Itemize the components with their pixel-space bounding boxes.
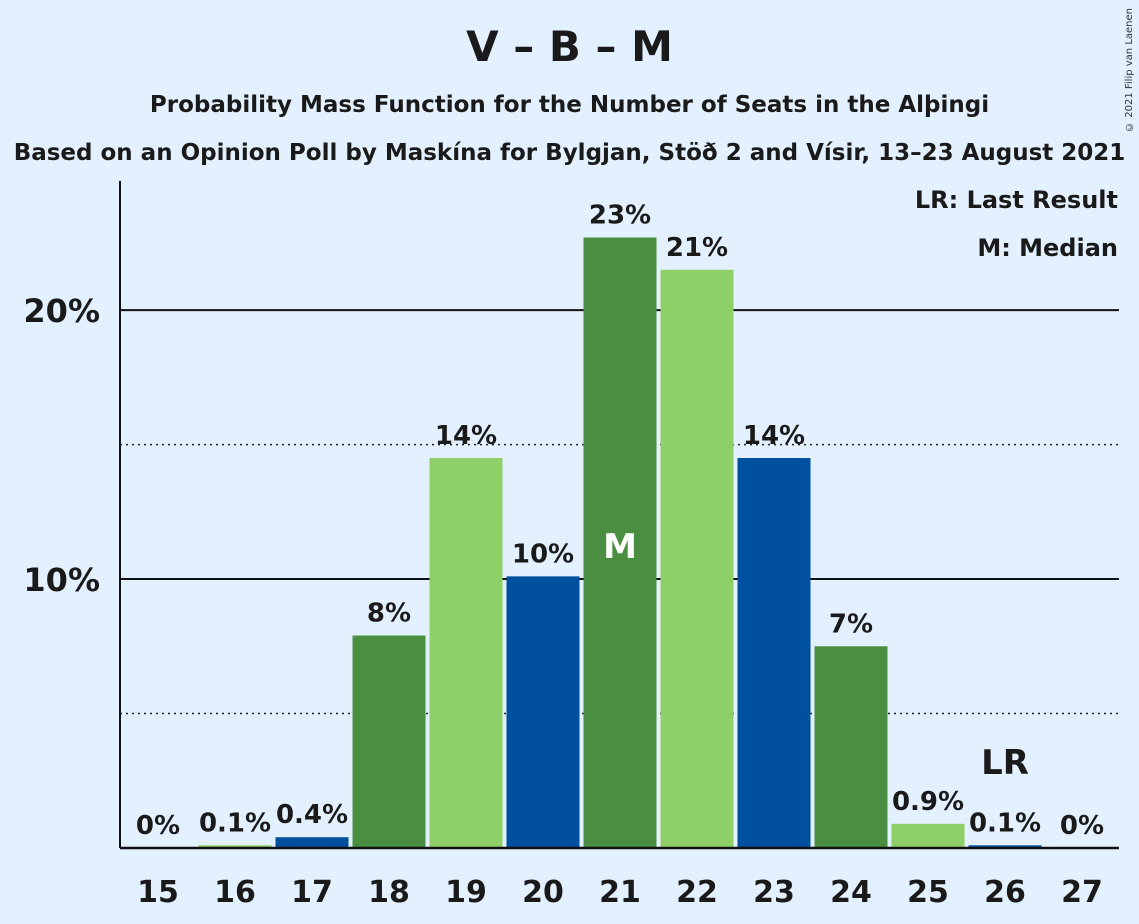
bar	[814, 646, 888, 848]
x-tick-label: 22	[676, 875, 718, 910]
x-tick-label: 24	[830, 875, 872, 910]
x-tick-label: 17	[291, 875, 333, 910]
x-tick-label: 19	[445, 875, 487, 910]
x-tick-label: 25	[907, 875, 949, 910]
data-label: 7%	[829, 609, 873, 639]
x-tick-label: 16	[214, 875, 256, 910]
bar	[583, 237, 657, 848]
data-label: 0.1%	[199, 808, 271, 838]
data-label: 23%	[589, 200, 651, 230]
bar	[660, 269, 734, 848]
data-label: 14%	[435, 421, 497, 451]
x-tick-label: 18	[368, 875, 410, 910]
data-label: 0%	[1060, 811, 1104, 841]
data-label: 21%	[666, 233, 728, 263]
bar	[737, 458, 811, 848]
x-tick-label: 26	[984, 875, 1026, 910]
bar	[891, 823, 965, 848]
bar	[429, 458, 503, 848]
data-label: 0%	[136, 811, 180, 841]
data-label: 10%	[512, 539, 574, 569]
data-label: 14%	[743, 421, 805, 451]
bar	[968, 845, 1042, 848]
last-result-marker: LR	[981, 743, 1029, 783]
x-tick-label: 21	[599, 875, 641, 910]
x-tick-label: 15	[137, 875, 179, 910]
legend-median: M: Median	[977, 234, 1118, 262]
chart-title: V – B – M	[466, 22, 673, 71]
x-tick-label: 23	[753, 875, 795, 910]
bar	[506, 576, 580, 848]
x-tick-label: 20	[522, 875, 564, 910]
bar	[352, 635, 426, 848]
chart-source: Based on an Opinion Poll by Maskína for …	[13, 140, 1126, 166]
median-marker: M	[603, 527, 637, 567]
data-label: 8%	[367, 599, 411, 629]
x-tick-label: 27	[1061, 875, 1103, 910]
data-label: 0.1%	[969, 808, 1041, 838]
legend-last-result: LR: Last Result	[914, 186, 1118, 214]
bar	[198, 845, 272, 848]
y-tick-label: 20%	[23, 292, 100, 330]
data-label: 0.4%	[276, 800, 348, 830]
data-label: 0.9%	[892, 787, 964, 817]
bar	[275, 837, 349, 848]
chart-subtitle: Probability Mass Function for the Number…	[149, 92, 990, 118]
y-tick-label: 10%	[23, 561, 100, 599]
